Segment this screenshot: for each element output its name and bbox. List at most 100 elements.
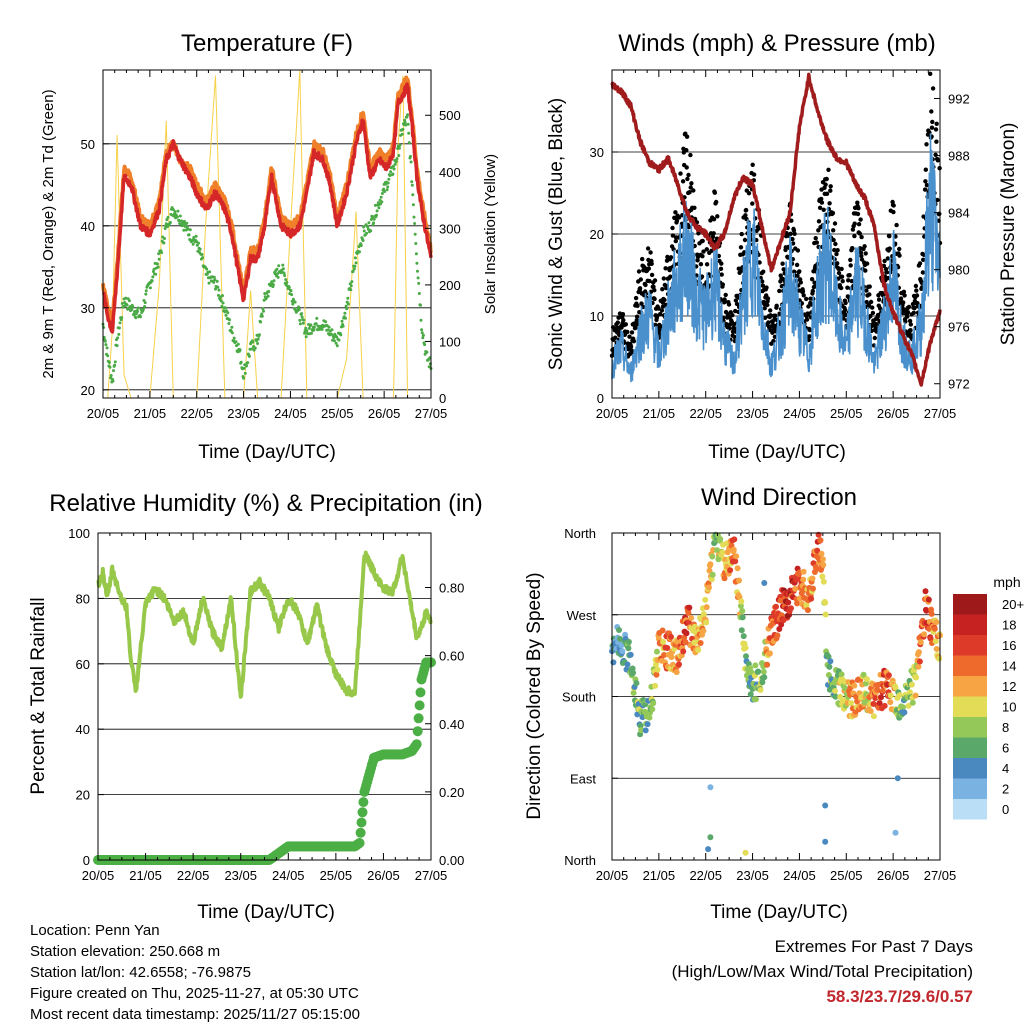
dewpoint-point bbox=[230, 331, 234, 335]
dewpoint-point bbox=[410, 180, 414, 184]
dewpoint-point bbox=[168, 221, 172, 224]
humidity-chart-title: Relative Humidity (%) & Precipitation (i… bbox=[49, 490, 482, 517]
wind-direction-y-axis-label: Direction (Colored By Speed) bbox=[524, 572, 545, 819]
dewpoint-point bbox=[156, 262, 159, 266]
legend-label: 8 bbox=[1002, 720, 1009, 735]
dewpoint-point bbox=[283, 274, 287, 277]
wind-direction-point bbox=[743, 653, 749, 660]
gust-point bbox=[685, 176, 690, 182]
dewpoint-point bbox=[117, 332, 121, 336]
gust-point bbox=[773, 313, 778, 318]
dewpoint-point bbox=[298, 318, 302, 322]
gust-point bbox=[864, 288, 869, 293]
gust-point bbox=[823, 182, 828, 187]
dewpoint-point bbox=[224, 313, 228, 317]
wind-direction-point bbox=[686, 604, 693, 611]
gust-point bbox=[661, 276, 666, 281]
dewpoint-point bbox=[174, 213, 178, 217]
wind-direction-point bbox=[738, 627, 745, 634]
gust-point bbox=[616, 315, 621, 320]
dewpoint-point bbox=[120, 302, 124, 305]
gust-point bbox=[762, 306, 767, 311]
dewpoint-point bbox=[216, 285, 220, 289]
gust-point bbox=[700, 238, 705, 244]
wind-direction-point bbox=[932, 638, 939, 645]
gust-point bbox=[736, 266, 741, 271]
gust-point bbox=[828, 188, 833, 193]
dewpoint-point bbox=[201, 256, 205, 260]
gust-point bbox=[715, 214, 720, 219]
y2-tick-label: 972 bbox=[948, 377, 970, 392]
dewpoint-point bbox=[297, 308, 301, 312]
gust-point bbox=[656, 306, 661, 311]
wind-direction-point bbox=[688, 615, 695, 621]
gust-point bbox=[719, 261, 724, 266]
gust-point bbox=[792, 231, 797, 236]
gust-point bbox=[929, 109, 934, 114]
dewpoint-point bbox=[256, 337, 260, 341]
gust-point bbox=[824, 191, 830, 196]
gust-point bbox=[806, 337, 811, 343]
dewpoint-point bbox=[134, 316, 138, 320]
dewpoint-point bbox=[346, 296, 350, 300]
wind-direction-point bbox=[739, 608, 746, 614]
dewpoint-point bbox=[173, 210, 177, 214]
wind-direction-point bbox=[810, 585, 816, 592]
wind-direction-point bbox=[909, 699, 916, 706]
gust-point bbox=[625, 329, 630, 335]
dewpoint-point bbox=[423, 343, 427, 347]
y2-tick-label: 0.60 bbox=[439, 649, 464, 664]
legend-swatch bbox=[953, 778, 987, 799]
gust-point bbox=[930, 86, 936, 91]
x-tick-label: 21/05 bbox=[134, 406, 167, 421]
dewpoint-point bbox=[406, 122, 410, 126]
gust-point bbox=[907, 318, 913, 324]
gust-point bbox=[933, 152, 938, 157]
gust-point bbox=[805, 312, 811, 317]
gust-point bbox=[884, 270, 889, 275]
dewpoint-point bbox=[413, 232, 417, 236]
gust-point bbox=[631, 339, 637, 344]
dewpoint-point bbox=[185, 221, 189, 225]
gust-point bbox=[905, 310, 911, 315]
wind-direction-point bbox=[916, 658, 923, 665]
wind-direction-point bbox=[738, 598, 745, 605]
gust-point bbox=[806, 304, 811, 309]
wind-direction-point bbox=[773, 603, 779, 610]
gust-point bbox=[819, 200, 825, 205]
wind-direction-point bbox=[804, 607, 811, 614]
dewpoint-point bbox=[367, 221, 371, 225]
relative-humidity-line bbox=[96, 550, 433, 699]
gust-point bbox=[828, 184, 833, 189]
dewpoint-point bbox=[262, 309, 265, 313]
precipitation-point bbox=[412, 726, 423, 737]
y-tick-label: 100 bbox=[68, 526, 90, 541]
dewpoint-point bbox=[353, 256, 357, 260]
wind-direction-point bbox=[747, 691, 754, 698]
dewpoint-point bbox=[369, 229, 373, 233]
gust-point bbox=[646, 266, 651, 271]
dewpoint-point bbox=[186, 227, 190, 231]
wind-direction-point bbox=[730, 546, 737, 553]
wind-direction-point bbox=[933, 646, 940, 652]
dewpoint-point bbox=[208, 270, 212, 274]
wind-direction-point bbox=[680, 648, 687, 655]
dewpoint-point bbox=[132, 312, 136, 316]
wind-direction-point bbox=[794, 600, 801, 607]
gust-point bbox=[832, 247, 837, 253]
y-tick-label: 40 bbox=[76, 722, 90, 737]
dewpoint-point bbox=[403, 121, 407, 124]
gust-point bbox=[750, 201, 755, 206]
wind-direction-point bbox=[681, 634, 688, 641]
dewpoint-point bbox=[143, 301, 147, 305]
precipitation-point bbox=[413, 713, 424, 724]
gust-point bbox=[768, 313, 773, 318]
gust-point bbox=[858, 250, 864, 255]
gust-point bbox=[742, 237, 748, 243]
dewpoint-point bbox=[171, 208, 175, 211]
dewpoint-point bbox=[220, 304, 224, 308]
gust-point bbox=[872, 335, 877, 341]
wind-direction-point bbox=[822, 838, 829, 845]
gust-point bbox=[712, 190, 717, 195]
gust-point bbox=[770, 330, 775, 335]
